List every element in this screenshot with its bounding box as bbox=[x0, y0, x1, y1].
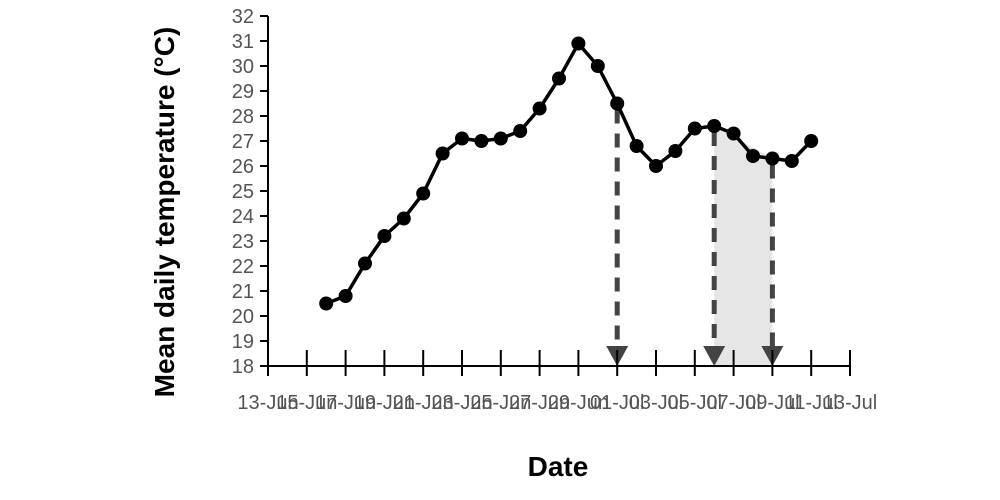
x-tick-label: 07-Jul bbox=[706, 392, 760, 414]
y-tick-label: 25 bbox=[232, 181, 254, 203]
data-point bbox=[416, 186, 431, 201]
data-point bbox=[435, 146, 450, 161]
x-tick-label: 01-Jul bbox=[590, 392, 644, 414]
x-tick-label: 15-Jun bbox=[276, 392, 337, 414]
x-tick-label: 13-Jul bbox=[823, 392, 877, 414]
data-point bbox=[629, 139, 644, 153]
data-point bbox=[358, 256, 372, 271]
data-point bbox=[784, 154, 799, 168]
data-point bbox=[571, 36, 586, 51]
y-tick-label: 31 bbox=[232, 31, 254, 53]
x-axis-title: Date bbox=[528, 451, 589, 482]
data-point bbox=[513, 124, 528, 138]
data-point bbox=[338, 289, 353, 303]
x-tick-label: 11-Jul bbox=[785, 392, 838, 414]
x-tick-label: 21-Jun bbox=[393, 392, 454, 414]
x-tick-label: 29-Jun bbox=[548, 392, 609, 414]
y-tick-label: 19 bbox=[232, 331, 254, 353]
x-tick-label: 23-Jun bbox=[431, 392, 492, 414]
data-point bbox=[707, 119, 722, 133]
y-tick-label: 18 bbox=[232, 356, 254, 378]
y-tick-label: 29 bbox=[232, 81, 254, 103]
y-tick-label: 28 bbox=[232, 106, 254, 128]
data-point bbox=[455, 131, 469, 146]
y-axis-title: Mean daily temperature (°C) bbox=[149, 27, 180, 398]
data-point bbox=[532, 101, 547, 116]
data-point bbox=[396, 211, 411, 226]
x-tick-label: 17-Jun bbox=[315, 392, 376, 414]
x-tick-label: 19-Jun bbox=[354, 392, 415, 414]
shaded-region bbox=[714, 126, 773, 366]
data-point bbox=[319, 296, 334, 311]
data-point bbox=[552, 71, 566, 86]
data-point bbox=[377, 229, 392, 243]
x-tick-label: 27-Jun bbox=[509, 392, 570, 414]
data-point bbox=[765, 151, 780, 166]
data-point bbox=[804, 134, 819, 148]
data-point bbox=[590, 59, 605, 73]
y-tick-label: 32 bbox=[232, 6, 254, 28]
x-tick-label: 25-Jun bbox=[470, 392, 531, 414]
data-point bbox=[610, 96, 625, 111]
y-tick-label: 27 bbox=[232, 131, 254, 153]
y-tick-label: 30 bbox=[232, 56, 254, 78]
marker-arrow-1 bbox=[703, 346, 726, 366]
y-tick-label: 22 bbox=[232, 256, 254, 278]
data-point bbox=[726, 126, 741, 141]
data-point bbox=[668, 144, 683, 158]
y-tick-label: 21 bbox=[232, 281, 254, 303]
data-point bbox=[493, 131, 508, 146]
x-tick-label: 05-Jul bbox=[668, 392, 722, 414]
data-point bbox=[746, 149, 760, 163]
data-point bbox=[687, 121, 702, 136]
x-tick-label: 13-Jun bbox=[237, 392, 298, 414]
y-tick-label: 20 bbox=[232, 306, 254, 328]
data-point bbox=[649, 159, 663, 173]
y-tick-label: 24 bbox=[232, 206, 254, 228]
x-tick-label: 09-Jul bbox=[745, 392, 799, 414]
y-tick-label: 23 bbox=[232, 231, 254, 253]
y-tick-label: 26 bbox=[232, 156, 254, 178]
x-tick-label: 03-Jul bbox=[629, 392, 683, 414]
data-point bbox=[474, 134, 489, 148]
